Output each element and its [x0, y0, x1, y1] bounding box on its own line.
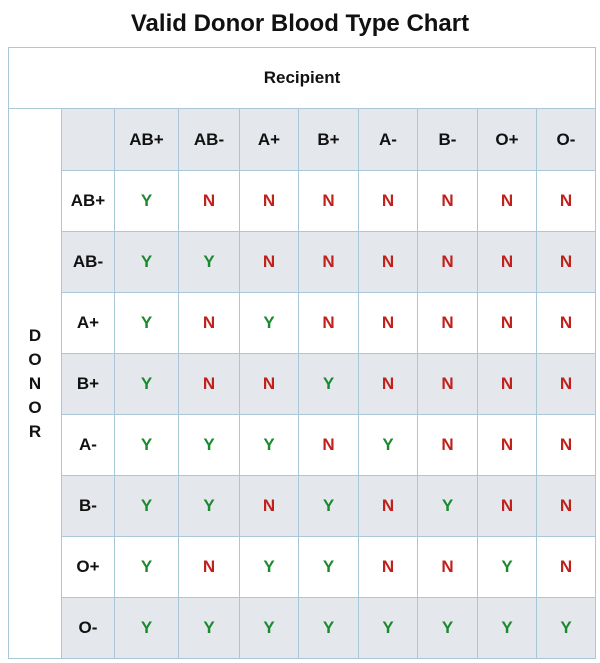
compatibility-cell: N: [358, 475, 418, 537]
recipient-type-header: AB+: [114, 108, 179, 171]
compatibility-cell: N: [417, 231, 478, 293]
compatibility-cell: Y: [114, 597, 179, 659]
compatibility-cell: Y: [114, 231, 179, 293]
compatibility-cell: Y: [417, 597, 478, 659]
donor-type-label: A+: [61, 292, 115, 354]
compatibility-cell: N: [477, 353, 537, 415]
compatibility-cell: N: [417, 536, 478, 598]
compatibility-cell: N: [178, 292, 240, 354]
compatibility-cell: Y: [358, 414, 418, 476]
recipient-type-header: AB-: [178, 108, 240, 171]
compatibility-cell: Y: [298, 353, 359, 415]
recipient-type-header: O-: [536, 108, 596, 171]
compatibility-cell: N: [178, 170, 240, 232]
compatibility-cell: Y: [178, 597, 240, 659]
compatibility-cell: Y: [298, 536, 359, 598]
compatibility-cell: N: [477, 414, 537, 476]
donor-label-letter: O: [28, 349, 42, 369]
compatibility-cell: N: [298, 292, 359, 354]
recipient-type-header: A+: [239, 108, 299, 171]
recipient-header: Recipient: [8, 47, 596, 109]
compatibility-cell: N: [536, 170, 596, 232]
table-row: O+ Y N Y Y N N Y N: [9, 536, 596, 598]
compatibility-cell: N: [178, 353, 240, 415]
compatibility-cell: Y: [114, 292, 179, 354]
table-row: A- Y Y Y N Y N N N: [9, 414, 596, 476]
table-row: B+ Y N N Y N N N N: [9, 353, 596, 415]
donor-type-label: O+: [61, 536, 115, 598]
compatibility-cell: N: [358, 231, 418, 293]
compatibility-cell: Y: [178, 414, 240, 476]
compatibility-cell: N: [178, 536, 240, 598]
compatibility-cell: N: [417, 170, 478, 232]
compatibility-cell: N: [298, 231, 359, 293]
compatibility-cell: N: [536, 536, 596, 598]
compatibility-cell: N: [477, 231, 537, 293]
donor-label-letter: R: [28, 421, 42, 441]
table-row: AB- Y Y N N N N N N: [9, 231, 596, 293]
compatibility-cell: Y: [536, 597, 596, 659]
recipient-type-header: B+: [298, 108, 359, 171]
compatibility-cell: Y: [239, 536, 299, 598]
compatibility-cell: N: [239, 475, 299, 537]
compatibility-cell: Y: [477, 536, 537, 598]
compatibility-cell: N: [477, 292, 537, 354]
compatibility-cell: Y: [298, 475, 359, 537]
table-row: B- Y Y N Y N Y N N: [9, 475, 596, 537]
compatibility-cell: Y: [178, 231, 240, 293]
compatibility-cell: N: [358, 353, 418, 415]
compatibility-cell: N: [417, 414, 478, 476]
compatibility-cell: N: [477, 170, 537, 232]
compatibility-cell: Y: [239, 597, 299, 659]
table-row: O- Y Y Y Y Y Y Y Y: [9, 597, 596, 659]
compatibility-cell: N: [358, 292, 418, 354]
compatibility-cell: N: [239, 231, 299, 293]
recipient-type-header: B-: [417, 108, 478, 171]
compatibility-cell: N: [417, 292, 478, 354]
compatibility-cell: N: [239, 170, 299, 232]
compatibility-cell: Y: [417, 475, 478, 537]
donor-type-label: AB+: [61, 170, 115, 232]
compatibility-cell: Y: [298, 597, 359, 659]
recipient-type-header: A-: [358, 108, 418, 171]
compatibility-cell: N: [417, 353, 478, 415]
compatibility-cell: N: [298, 414, 359, 476]
compatibility-cell: N: [358, 170, 418, 232]
compatibility-cell: Y: [477, 597, 537, 659]
compatibility-cell: Y: [358, 597, 418, 659]
donor-label-letter: N: [28, 373, 42, 393]
compatibility-cell: N: [536, 231, 596, 293]
chart-title: Valid Donor Blood Type Chart: [130, 10, 470, 37]
donor-type-label: A-: [61, 414, 115, 476]
compatibility-cell: Y: [239, 292, 299, 354]
recipient-type-header: O+: [477, 108, 537, 171]
compatibility-cell: N: [536, 475, 596, 537]
donor-type-label: O-: [61, 597, 115, 659]
compatibility-cell: Y: [114, 414, 179, 476]
compatibility-cell: Y: [239, 414, 299, 476]
donor-type-label: B-: [61, 475, 115, 537]
compatibility-cell: N: [536, 414, 596, 476]
compatibility-cell: N: [477, 475, 537, 537]
compatibility-cell: N: [298, 170, 359, 232]
compatibility-cell: N: [536, 292, 596, 354]
compatibility-cell: Y: [178, 475, 240, 537]
donor-label-letter: O: [28, 397, 42, 417]
corner-cell: [61, 108, 115, 171]
donor-type-label: B+: [61, 353, 115, 415]
table-row: A+ Y N Y N N N N N: [9, 292, 596, 354]
donor-type-label: AB-: [61, 231, 115, 293]
compatibility-cell: Y: [114, 170, 179, 232]
compatibility-cell: Y: [114, 475, 179, 537]
compatibility-cell: Y: [114, 353, 179, 415]
compatibility-cell: Y: [114, 536, 179, 598]
compatibility-cell: N: [239, 353, 299, 415]
table-row: AB+ Y N N N N N N N: [9, 170, 596, 232]
compatibility-cell: N: [358, 536, 418, 598]
donor-label-letter: D: [28, 325, 42, 345]
compatibility-cell: N: [536, 353, 596, 415]
